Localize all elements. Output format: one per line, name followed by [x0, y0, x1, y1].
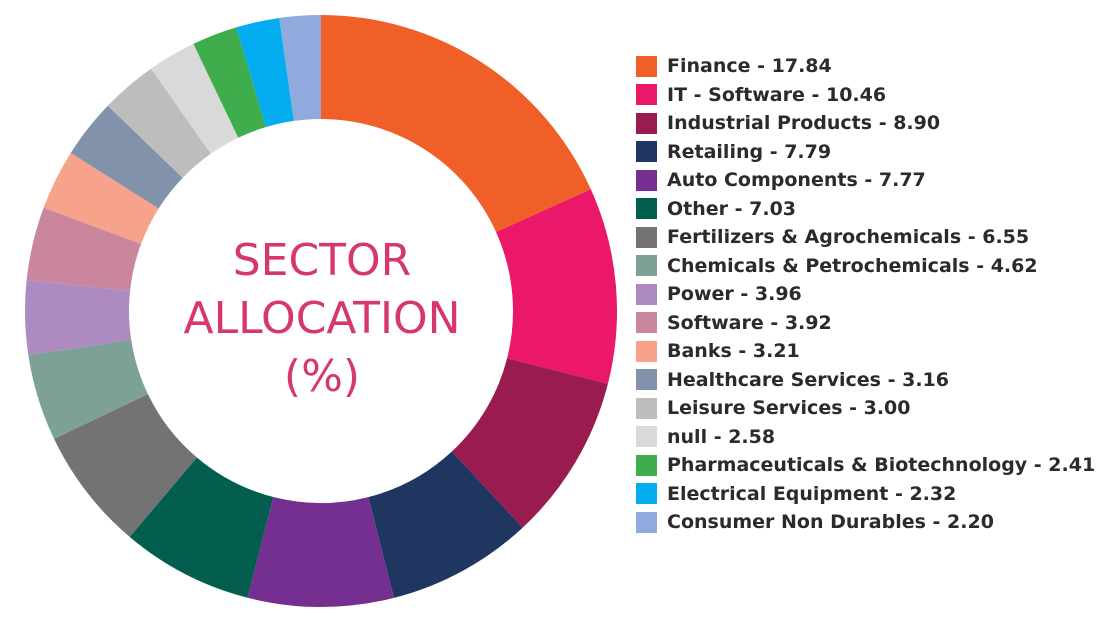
slice-healthcare-services — [70, 105, 183, 209]
legend-swatch — [636, 226, 657, 248]
legend-swatch — [636, 511, 657, 533]
legend-label: Finance - 17.84 — [667, 55, 832, 78]
slice-it-software — [496, 189, 618, 384]
legend-label: Software - 3.92 — [667, 311, 832, 334]
legend-item: Other - 7.03 — [636, 195, 1095, 224]
slice-fertilizers-agrochemicals — [54, 393, 197, 537]
legend-item: Chemicals & Petrochemicals - 4.62 — [636, 252, 1095, 281]
legend-swatch — [636, 483, 657, 505]
legend-item: Consumer Non Durables - 2.20 — [636, 508, 1095, 537]
legend-label: Chemicals & Petrochemicals - 4.62 — [667, 254, 1038, 277]
legend: Finance - 17.84 IT - Software - 10.46 Indu… — [636, 52, 1095, 537]
legend-label: Power - 3.96 — [667, 283, 802, 306]
center-title-line-2: ALLOCATION — [183, 293, 461, 344]
slice-pharmaceuticals-biotechnology — [193, 27, 266, 138]
legend-swatch — [636, 141, 657, 163]
legend-item: null - 2.58 — [636, 423, 1095, 452]
slice-industrial-products — [451, 358, 608, 528]
legend-item: Electrical Equipment - 2.32 — [636, 480, 1095, 509]
legend-label: Consumer Non Durables - 2.20 — [667, 511, 994, 534]
slice-banks — [43, 152, 159, 244]
legend-swatch — [636, 397, 657, 419]
legend-swatch — [636, 312, 657, 334]
legend-label: Fertilizers & Agrochemicals - 6.55 — [667, 226, 1030, 249]
legend-label: Other - 7.03 — [667, 197, 797, 220]
legend-item: Banks - 3.21 — [636, 337, 1095, 366]
legend-label: null - 2.58 — [667, 425, 776, 448]
legend-swatch — [636, 255, 657, 277]
legend-label: Banks - 3.21 — [667, 340, 800, 363]
slice-leisure-services — [107, 68, 211, 178]
legend-swatch — [636, 283, 657, 305]
slice-software — [26, 207, 142, 291]
legend-item: Software - 3.92 — [636, 309, 1095, 338]
legend-label: Pharmaceuticals & Biotechnology - 2.41 — [667, 454, 1096, 477]
slice-retailing — [368, 451, 523, 598]
legend-swatch — [636, 454, 657, 476]
legend-swatch — [636, 55, 657, 77]
legend-item: Pharmaceuticals & Biotechnology - 2.41 — [636, 451, 1095, 480]
legend-label: Industrial Products - 8.90 — [667, 112, 941, 135]
slice-electrical-equipment — [236, 17, 294, 128]
slice-power — [24, 280, 132, 356]
legend-label: Leisure Services - 3.00 — [667, 397, 911, 420]
legend-label: Electrical Equipment - 2.32 — [667, 482, 957, 505]
legend-item: Fertilizers & Agrochemicals - 6.55 — [636, 223, 1095, 252]
slice-other — [129, 457, 274, 598]
legend-swatch — [636, 169, 657, 191]
legend-swatch — [636, 84, 657, 106]
center-title: SECTOR ALLOCATION (%) — [122, 232, 522, 406]
legend-item: Healthcare Services - 3.16 — [636, 366, 1095, 395]
legend-label: Healthcare Services - 3.16 — [667, 368, 949, 391]
slice-finance — [321, 15, 591, 233]
legend-label: IT - Software - 10.46 — [667, 83, 887, 106]
legend-swatch — [636, 112, 657, 134]
center-title-line-3: (%) — [283, 351, 361, 402]
donut-chart — [24, 15, 618, 608]
legend-item: Power - 3.96 — [636, 280, 1095, 309]
legend-item: IT - Software - 10.46 — [636, 81, 1095, 110]
legend-swatch — [636, 426, 657, 448]
legend-item: Finance - 17.84 — [636, 52, 1095, 81]
legend-swatch — [636, 198, 657, 220]
slice-null — [151, 43, 239, 154]
legend-label: Retailing - 7.79 — [667, 140, 832, 163]
legend-item: Auto Components - 7.77 — [636, 166, 1095, 195]
legend-swatch — [636, 340, 657, 362]
legend-item: Industrial Products - 8.90 — [636, 109, 1095, 138]
legend-item: Leisure Services - 3.00 — [636, 394, 1095, 423]
center-title-line-1: SECTOR — [232, 235, 412, 286]
slice-chemicals-petrochemicals — [28, 339, 148, 439]
slice-auto-components — [247, 496, 394, 608]
legend-item: Retailing - 7.79 — [636, 138, 1095, 167]
slice-consumer-non-durables — [279, 15, 321, 121]
legend-swatch — [636, 369, 657, 391]
legend-label: Auto Components - 7.77 — [667, 169, 926, 192]
